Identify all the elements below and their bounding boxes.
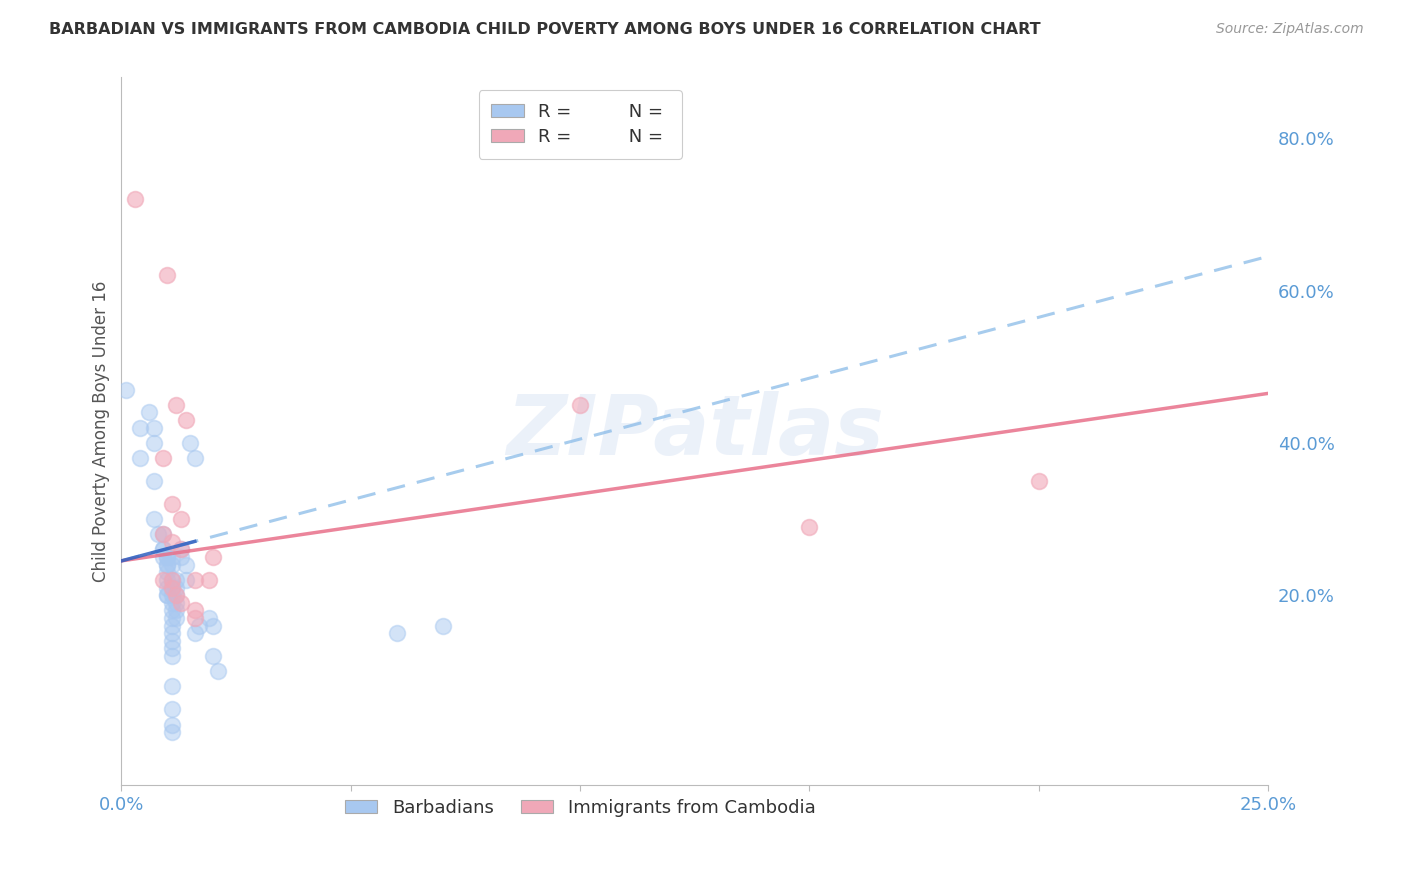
Point [179,435,201,450]
Point [124,192,146,206]
Point [202,618,225,632]
Point [184,451,207,466]
Point [170,550,193,565]
Point [146,527,169,541]
Point [166,398,188,412]
Point [128,451,150,466]
Point [152,542,174,557]
Point [156,588,179,602]
Point [170,542,193,557]
Point [799,519,821,533]
Point [184,611,207,625]
Point [160,534,183,549]
Text: BARBADIAN VS IMMIGRANTS FROM CAMBODIA CHILD POVERTY AMONG BOYS UNDER 16 CORRELAT: BARBADIAN VS IMMIGRANTS FROM CAMBODIA CH… [49,22,1040,37]
Point [170,596,193,610]
Point [166,588,188,602]
Point [156,588,179,602]
Point [1028,474,1050,488]
Point [160,725,183,739]
Point [170,542,193,557]
Point [115,383,138,397]
Point [160,497,183,511]
Point [152,527,174,541]
Point [128,420,150,434]
Point [152,550,174,565]
Point [156,550,179,565]
Point [160,633,183,648]
Point [152,542,174,557]
Point [142,474,165,488]
Point [142,420,165,434]
Point [156,566,179,580]
Point [152,573,174,587]
Point [160,558,183,572]
Point [160,588,183,602]
Point [160,717,183,731]
Point [170,512,193,526]
Point [432,618,454,632]
Point [174,573,197,587]
Point [166,611,188,625]
Point [160,550,183,565]
Point [160,641,183,656]
Point [156,558,179,572]
Point [160,581,183,595]
Point [160,611,183,625]
Point [202,648,225,663]
Y-axis label: Child Poverty Among Boys Under 16: Child Poverty Among Boys Under 16 [93,281,110,582]
Point [184,573,207,587]
Point [160,596,183,610]
Point [385,626,408,640]
Point [166,581,188,595]
Point [156,558,179,572]
Point [166,596,188,610]
Point [160,680,183,694]
Point [202,550,225,565]
Point [152,527,174,541]
Point [156,581,179,595]
Point [160,573,183,587]
Text: Source: ZipAtlas.com: Source: ZipAtlas.com [1216,22,1364,37]
Point [207,665,229,679]
Point [160,581,183,595]
Point [166,573,188,587]
Legend: Barbadians, Immigrants from Cambodia: Barbadians, Immigrants from Cambodia [332,786,828,830]
Point [160,702,183,716]
Point [156,573,179,587]
Point [142,435,165,450]
Point [160,626,183,640]
Point [174,558,197,572]
Point [160,648,183,663]
Point [142,512,165,526]
Point [174,413,197,427]
Point [156,268,179,283]
Point [197,573,219,587]
Point [166,603,188,617]
Point [160,573,183,587]
Point [184,603,207,617]
Point [138,405,160,419]
Point [569,398,592,412]
Point [160,603,183,617]
Point [152,451,174,466]
Point [197,611,219,625]
Point [160,618,183,632]
Point [156,550,179,565]
Text: ZIPatlas: ZIPatlas [506,391,884,472]
Point [166,588,188,602]
Point [184,626,207,640]
Point [188,618,211,632]
